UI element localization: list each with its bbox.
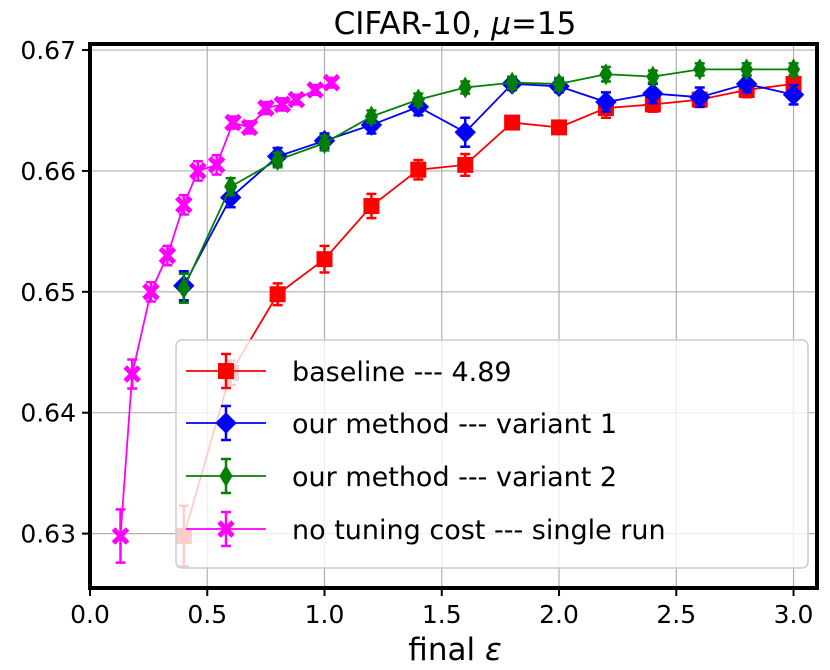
data-point — [458, 76, 472, 99]
legend-marker — [218, 363, 234, 379]
legend-label: no tuning cost --- single run — [292, 515, 666, 546]
ticks: 0.0 0.5 1.0 1.5 2.0 2.5 3.0 0.63 0.64 0.65 0.66 0.6… — [20, 36, 813, 629]
data-point — [454, 121, 476, 143]
data-point — [240, 118, 259, 137]
data-point — [364, 105, 379, 128]
data-point — [306, 81, 324, 99]
data-point — [271, 149, 285, 172]
x-tick-label: 2.5 — [656, 600, 696, 629]
data-point — [782, 84, 805, 106]
data-point — [551, 119, 568, 136]
data-point — [142, 283, 160, 301]
legend-label: baseline --- 4.89 — [292, 357, 512, 388]
data-point — [552, 72, 566, 95]
data-point — [207, 156, 226, 174]
data-point — [693, 58, 707, 81]
data-point — [316, 251, 333, 268]
data-point — [269, 286, 286, 303]
x-tick-label: 1.5 — [422, 600, 462, 629]
y-tick-label: 0.65 — [20, 278, 76, 307]
data-point — [175, 196, 193, 214]
data-point — [189, 162, 207, 180]
legend-entry: our method --- variant 2 — [186, 457, 617, 495]
data-point — [505, 71, 519, 94]
data-point — [646, 65, 660, 88]
data-point — [410, 161, 427, 178]
data-point — [287, 90, 306, 109]
legend-label: our method --- variant 1 — [292, 409, 617, 440]
data-point — [689, 86, 711, 108]
y-tick-label: 0.64 — [20, 399, 76, 428]
y-tick-label: 0.67 — [20, 36, 76, 65]
x-tick-label: 0.0 — [70, 600, 110, 629]
series-line — [183, 82, 794, 287]
data-point — [740, 58, 754, 81]
data-point — [257, 99, 275, 117]
legend-marker — [217, 520, 235, 538]
y-tick-label: 0.66 — [20, 157, 76, 186]
x-axis-label: final ε — [408, 632, 501, 668]
data-point — [158, 246, 177, 265]
x-tick-label: 0.5 — [187, 600, 227, 629]
series-3 — [177, 58, 801, 304]
legend-box — [175, 339, 809, 569]
legend: baseline --- 4.89 our method --- variant … — [175, 339, 809, 569]
legend-label: our method --- variant 2 — [292, 462, 617, 493]
data-point — [411, 88, 425, 111]
x-tick-label: 3.0 — [774, 600, 814, 629]
chart-title: CIFAR-10, μ=15 — [334, 6, 577, 42]
legend-entry: baseline --- 4.89 — [186, 352, 512, 390]
data-point — [735, 73, 758, 95]
data-point — [273, 95, 292, 114]
legend-entry: no tuning cost --- single run — [186, 510, 666, 548]
legend-marker — [219, 465, 233, 487]
data-point — [322, 73, 341, 92]
series-line — [182, 68, 794, 289]
data-point — [224, 175, 238, 198]
series-4 — [111, 73, 341, 564]
data-point — [642, 82, 664, 105]
data-point — [317, 132, 332, 155]
data-point — [363, 197, 380, 214]
x-tick-label: 2.0 — [539, 600, 579, 629]
data-point — [786, 58, 801, 81]
data-point — [111, 527, 130, 545]
plot-frame — [88, 42, 819, 590]
legend-entry: our method --- variant 1 — [186, 404, 617, 442]
data-point — [177, 277, 191, 300]
legend-marker — [215, 412, 237, 434]
data-point — [123, 365, 141, 383]
x-tick-label: 1.0 — [305, 600, 345, 629]
data-point — [595, 91, 617, 113]
data-point — [504, 114, 521, 131]
data-point — [457, 156, 474, 173]
data-point — [224, 113, 242, 132]
y-tick-label: 0.63 — [20, 520, 76, 549]
data-point — [599, 63, 613, 86]
